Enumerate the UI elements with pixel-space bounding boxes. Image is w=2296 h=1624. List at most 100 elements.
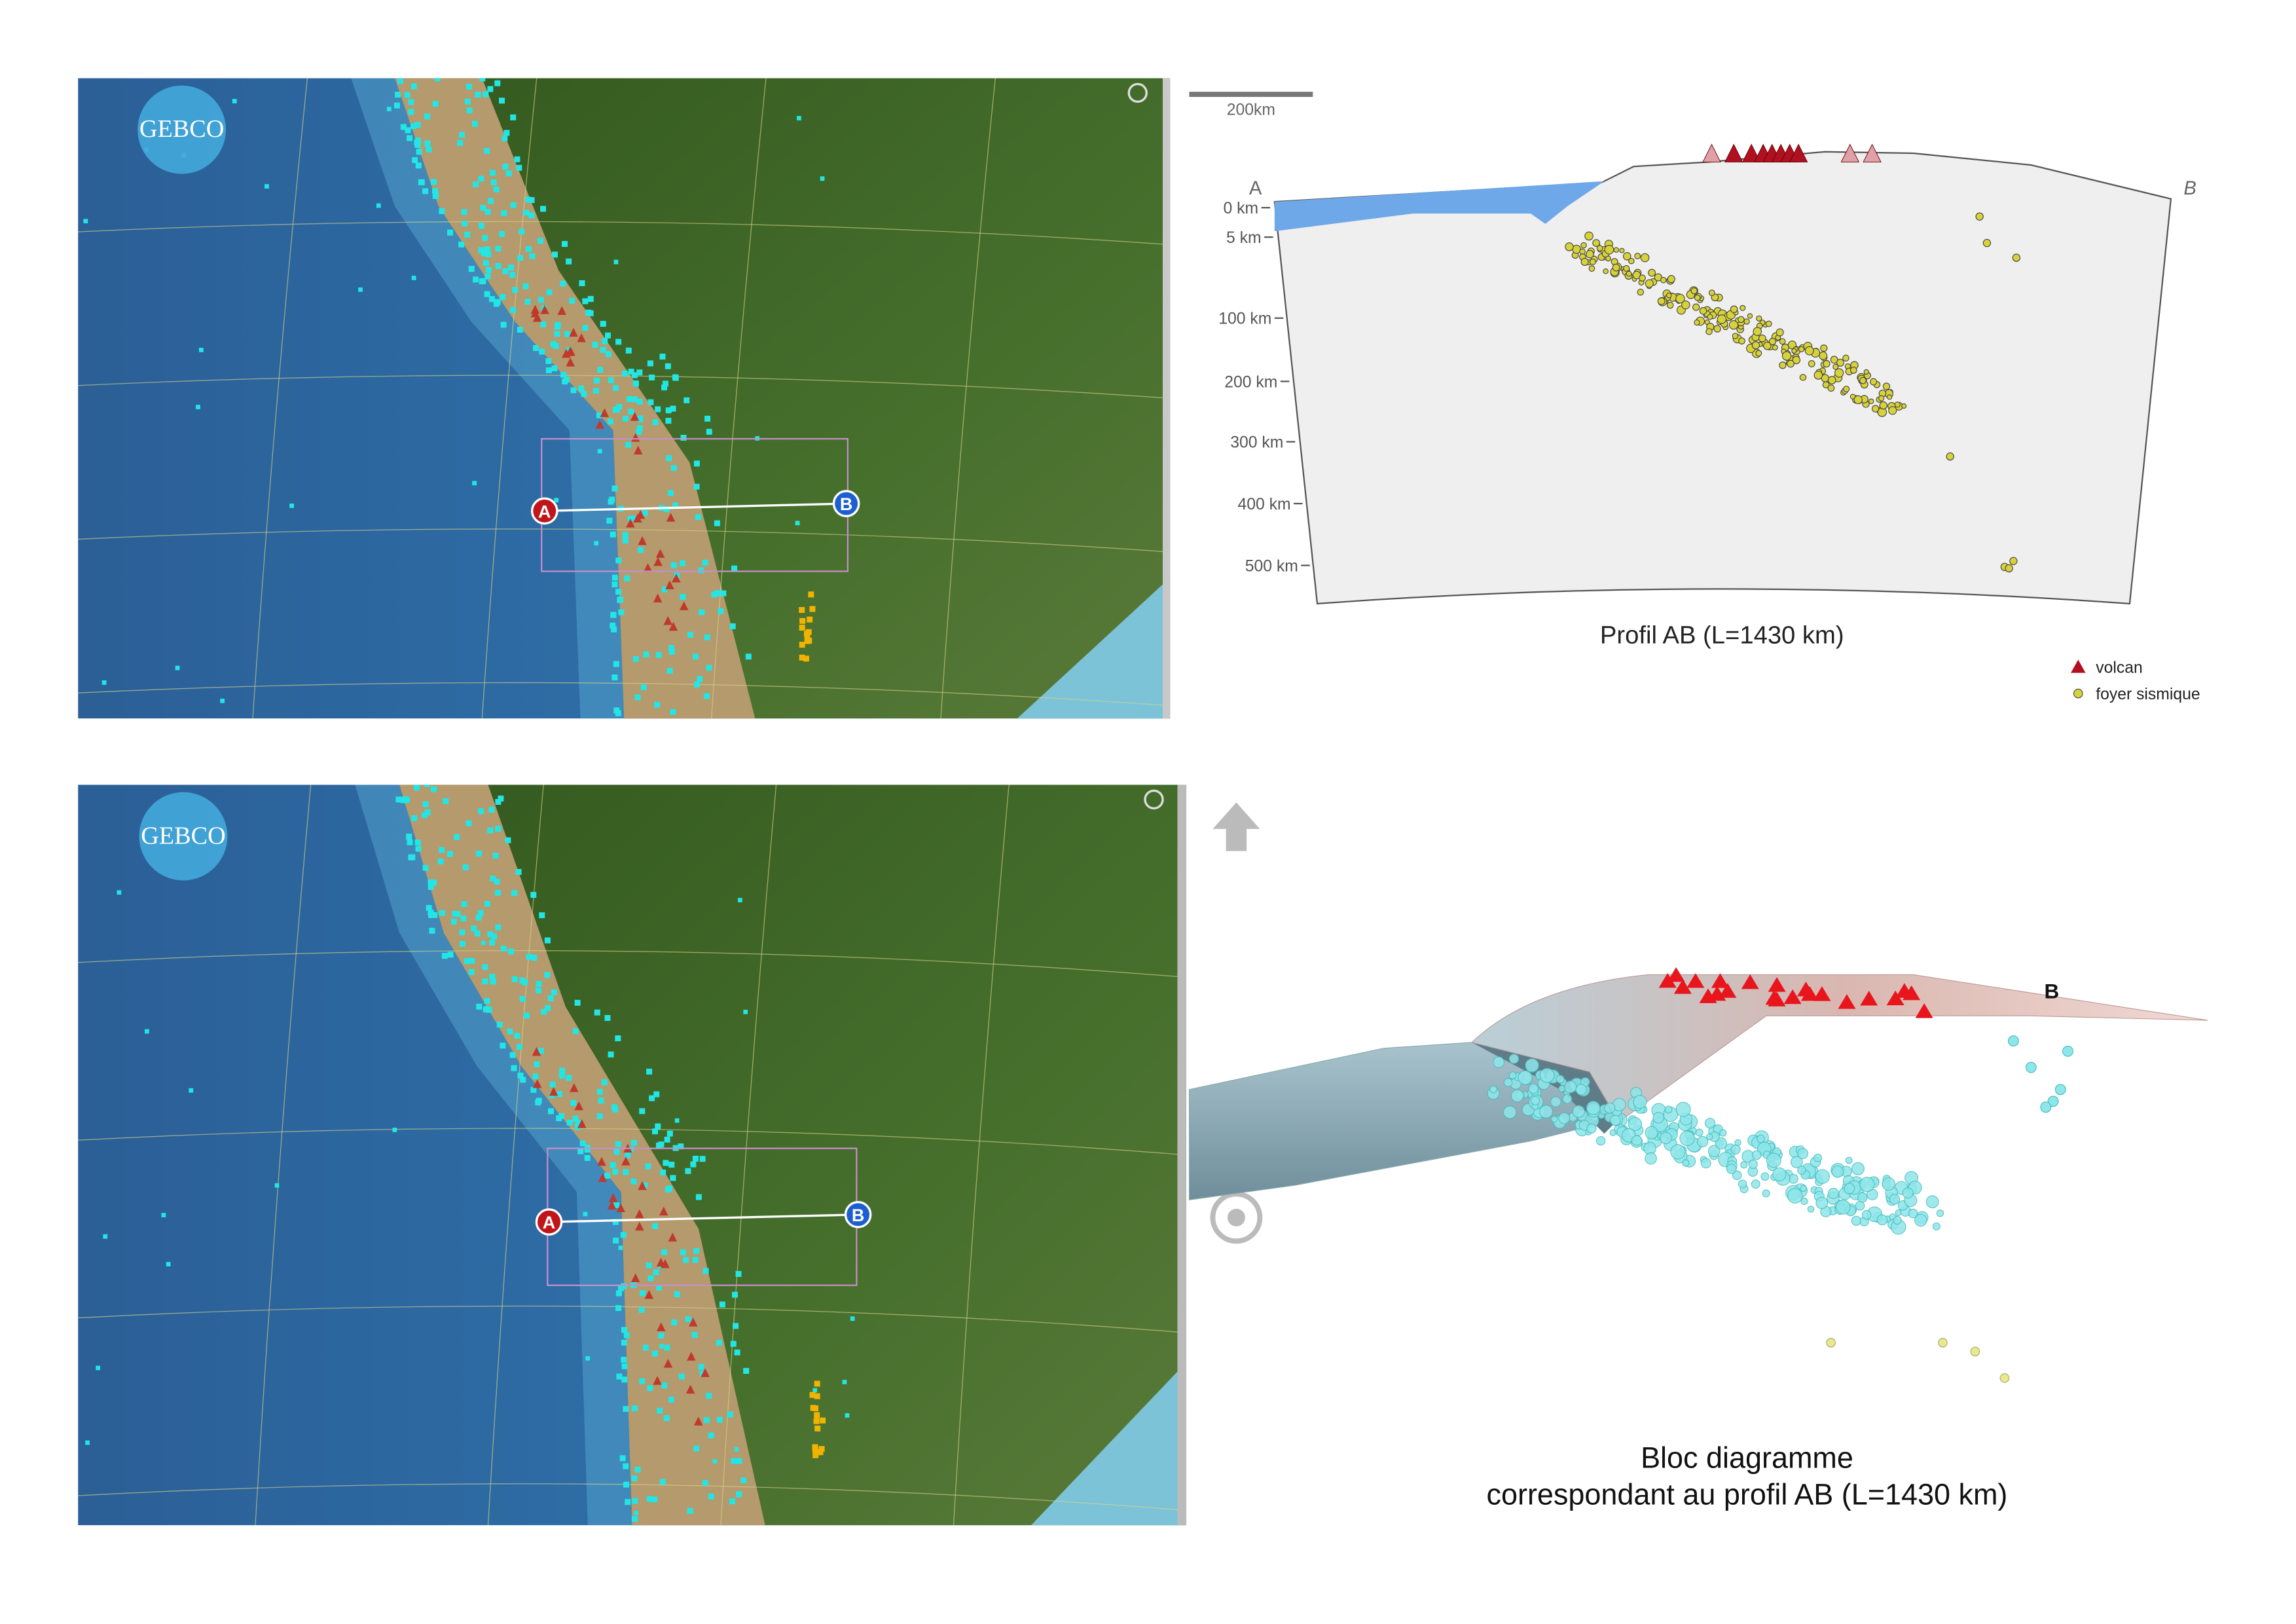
volcano	[1895, 983, 1914, 998]
focus	[1692, 303, 1700, 311]
seismic-dot	[494, 80, 501, 86]
focus	[1717, 314, 1727, 324]
seismic-dot	[596, 412, 602, 418]
seismic-dot	[605, 351, 611, 358]
seismic-dot	[797, 116, 801, 120]
seismic-dot	[502, 163, 509, 170]
seismic-dot	[634, 1511, 639, 1515]
focus	[1888, 406, 1897, 415]
seismic-dot	[264, 184, 269, 189]
deep-dot	[817, 1449, 824, 1456]
focus	[1612, 263, 1620, 272]
seismic-dot	[621, 1327, 627, 1333]
seismic-dot	[566, 1075, 572, 1081]
seismic-dot	[659, 1344, 664, 1349]
volcano	[1886, 990, 1904, 1006]
focus-3d	[1550, 1096, 1561, 1107]
focus-3d	[1932, 1222, 1941, 1230]
seismic-dot	[558, 1113, 565, 1119]
seismic-dot	[196, 405, 200, 409]
seismic-dot	[503, 130, 510, 136]
seismic-dot	[414, 839, 421, 845]
focus-3d	[1859, 1177, 1875, 1192]
seismic-dot	[610, 1162, 616, 1168]
seismic-dot	[621, 1283, 627, 1289]
focus-3d	[1893, 1215, 1902, 1225]
seismic-dot	[482, 978, 488, 985]
seismic-dot	[490, 876, 496, 882]
seismic-dot	[678, 1373, 685, 1380]
legend-label: foyer sismique	[2096, 686, 2200, 703]
focus-3d	[2047, 1096, 2059, 1107]
seismic-dot	[545, 358, 552, 364]
graticule	[78, 1305, 1186, 1333]
seismic-dot	[610, 612, 617, 618]
target-dot[interactable]	[1227, 1208, 1245, 1227]
seismic-dot	[623, 1332, 630, 1338]
focus-3d	[1705, 1133, 1713, 1141]
focus	[1740, 304, 1746, 311]
seismic-dot	[502, 268, 509, 274]
seismic-dot	[512, 287, 519, 293]
seismic-dot	[657, 1407, 663, 1414]
focus-3d	[1715, 1137, 1728, 1150]
seismic-dot	[376, 203, 381, 208]
seismic-dot	[702, 559, 708, 566]
graticule	[78, 528, 1171, 553]
seismic-dot	[714, 590, 721, 597]
seismic-dot	[526, 953, 532, 960]
seismic-dot	[640, 684, 647, 691]
seismic-dot	[487, 86, 494, 92]
seismic-dot	[428, 883, 434, 890]
seismic-dot	[479, 78, 486, 82]
seismic-dot	[655, 406, 661, 413]
seismic-dot	[666, 667, 673, 674]
focus	[1808, 360, 1815, 367]
seismic-dot	[850, 1316, 855, 1321]
seismic-dot	[652, 1223, 659, 1229]
seismic-dot	[621, 1363, 628, 1369]
graticule	[953, 784, 1010, 1526]
seismic-dot	[517, 326, 523, 333]
seismic-dot	[487, 931, 494, 938]
focus-3d	[1682, 1159, 1690, 1167]
seismic-dot	[552, 251, 558, 258]
volcano	[540, 305, 549, 314]
focus	[1666, 292, 1672, 299]
seismic-dot	[611, 674, 618, 680]
focus-3d	[1726, 1164, 1737, 1174]
focus	[1592, 239, 1601, 247]
focus	[1779, 338, 1786, 345]
target-ring[interactable]	[1210, 1191, 1263, 1244]
focus-3d	[1914, 1213, 1927, 1227]
seismic-dot	[413, 784, 420, 791]
seismic-dot	[479, 278, 485, 285]
seismic-dot	[465, 820, 472, 826]
zoom-icon[interactable]	[1144, 789, 1164, 810]
seismic-dot	[654, 701, 661, 708]
seismic-dot	[617, 597, 624, 603]
focus	[1681, 300, 1690, 310]
seismic-dot	[612, 385, 619, 392]
seismic-dot	[577, 1148, 584, 1154]
focus	[1738, 316, 1745, 323]
graticule	[252, 78, 308, 719]
up-arrow[interactable]	[1212, 802, 1260, 851]
seismic-dot	[464, 98, 471, 105]
focus	[1628, 257, 1635, 265]
seismic-dot	[484, 291, 490, 297]
seismic-dot	[511, 976, 518, 982]
zoom-icon[interactable]	[1127, 83, 1148, 103]
seismic-dot	[426, 146, 432, 153]
seismic-dot	[622, 415, 629, 422]
focus-3d	[1851, 1162, 1865, 1175]
seismic-dot	[490, 978, 496, 985]
seismic-dot	[680, 594, 686, 600]
focus	[1781, 351, 1792, 361]
deep-dot	[799, 618, 806, 624]
seismic-dot	[466, 107, 473, 114]
volcano	[577, 1119, 587, 1128]
volcano	[634, 1209, 644, 1219]
seismic-dot	[649, 374, 655, 380]
